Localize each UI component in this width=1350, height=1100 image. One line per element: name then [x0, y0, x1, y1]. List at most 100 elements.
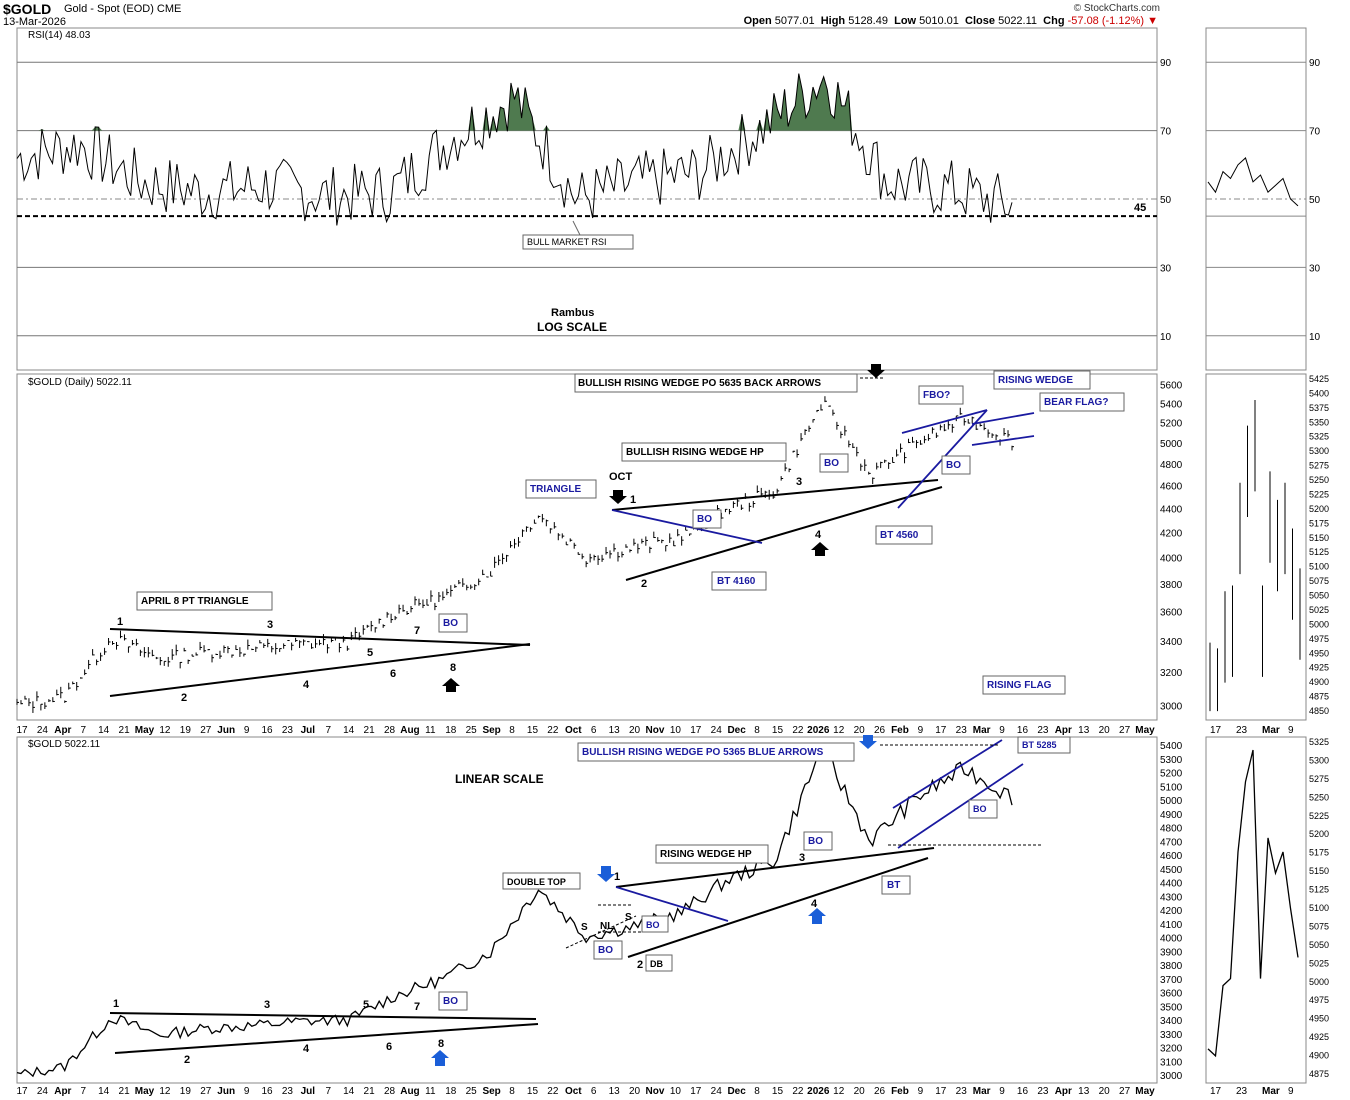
- svg-text:4: 4: [815, 529, 822, 541]
- linear-tick: 4000: [1160, 934, 1183, 945]
- triangle-text: TRIANGLE: [530, 484, 581, 495]
- lin-bt-box: [881, 875, 911, 895]
- log-zoom-tick: 5150: [1309, 533, 1329, 543]
- lin-bo-text-5: BO: [973, 804, 987, 814]
- x-axis-label: 23: [282, 1086, 294, 1097]
- x-axis-label: 23: [956, 1086, 968, 1097]
- log-zoom-tick: 4950: [1309, 648, 1329, 658]
- bo-text-2: BO: [697, 514, 712, 525]
- april-triangle-bottom: [109, 643, 531, 697]
- rsi-45-label: 45: [1134, 202, 1146, 214]
- bear-flag-box: [1039, 392, 1125, 412]
- x-axis-label: 20: [854, 1086, 866, 1097]
- log-zoom-tick: 5000: [1309, 619, 1329, 629]
- svg-text:1: 1: [614, 871, 620, 883]
- x-axis-label: 22: [547, 1086, 559, 1097]
- lin-wedge-top: [615, 847, 935, 888]
- log-tick: 3800: [1160, 580, 1183, 591]
- bull-rsi-pointer: [572, 220, 581, 236]
- bo-box-3: [819, 453, 849, 473]
- log-zoom-tick: 5275: [1309, 461, 1329, 471]
- x-axis-label: 17: [690, 725, 702, 736]
- linear-tick: 4100: [1160, 920, 1183, 931]
- x-axis-label: 20: [629, 1086, 641, 1097]
- x-axis-label: 20: [1099, 1086, 1111, 1097]
- bear-flag-bottom: [971, 435, 1035, 446]
- linear-zoom-line: [1207, 749, 1299, 1058]
- bo-box-4: [941, 455, 971, 475]
- x-axis-label: Sep: [482, 1086, 500, 1097]
- linear-trendlines: [109, 847, 935, 1054]
- x-axis-label: 12: [159, 725, 171, 736]
- linear-scale-label: LINEAR SCALE: [455, 772, 544, 786]
- rsi-zoom-tick: 10: [1309, 332, 1321, 343]
- x-axis-label: 22: [547, 725, 559, 736]
- x-axis-label: 19: [180, 1086, 192, 1097]
- bull-rsi-box: [522, 234, 634, 250]
- svg-text:3: 3: [264, 999, 270, 1011]
- log-trendlines: [109, 479, 943, 697]
- linear-zoom-tick: 5000: [1309, 977, 1329, 987]
- x-axis-label: 13: [609, 1086, 621, 1097]
- log-panel-label: $GOLD (Daily) 5022.11: [28, 377, 132, 388]
- x-axis-label: Jun: [217, 725, 235, 736]
- rising-flag-bottom: [897, 763, 1024, 849]
- rsi-tick: 70: [1160, 127, 1172, 138]
- x-axis-label: 7: [80, 725, 86, 736]
- x-axis-label: 15: [527, 1086, 539, 1097]
- x-axis-label: 9: [918, 1086, 924, 1097]
- bt4160-text: BT 4160: [717, 576, 756, 587]
- x-axis-label: Apr: [54, 725, 71, 736]
- linear-zoom-tick: 5250: [1309, 792, 1329, 802]
- x-axis: 17 24 Apr 7 14 21 May 12 19 27 Jun 9 16 23 Jul 7 14 21 28 A…: [16, 725, 1294, 1097]
- lin-bt-text: BT: [887, 880, 900, 891]
- svg-text:3: 3: [267, 619, 273, 631]
- svg-text:6: 6: [390, 668, 396, 680]
- bt4160-box: [711, 571, 767, 591]
- rsi-tick: 90: [1160, 58, 1172, 69]
- linear-tick: 5100: [1160, 782, 1183, 793]
- log-zoom-tick: 5375: [1309, 403, 1329, 413]
- svg-text:4: 4: [303, 1043, 310, 1055]
- lin-bo-text-2: BO: [808, 836, 823, 847]
- x-axis-label: 9: [918, 725, 924, 736]
- lin-nl-text: NL: [600, 921, 613, 932]
- x-axis-label: 21: [119, 725, 131, 736]
- log-tick: 3400: [1160, 637, 1183, 648]
- x-axis-label: 23: [282, 725, 294, 736]
- linear-tick: 3300: [1160, 1030, 1183, 1041]
- linear-zoom-tick: 5325: [1309, 737, 1329, 747]
- x-axis-label: 18: [445, 1086, 457, 1097]
- x-axis-label: Dec: [727, 1086, 746, 1097]
- x-axis-label: 21: [364, 725, 376, 736]
- x-axis-label: 9: [999, 725, 1005, 736]
- log-pivot-numbers: 1 2 3 4 5 6 7 8 1 2 3 4: [117, 476, 822, 704]
- bo-box-2: [692, 509, 722, 529]
- x-axis-label: Nov: [646, 725, 665, 736]
- linear-tick: 3200: [1160, 1044, 1183, 1055]
- linear-tick: 3400: [1160, 1016, 1183, 1027]
- log-zoom-tick: 5125: [1309, 547, 1329, 557]
- double-top-text: DOUBLE TOP: [507, 877, 566, 887]
- up-arrow-icon: [811, 542, 829, 556]
- zoom-series: [1207, 157, 1301, 1058]
- log-zoom-tick: 4850: [1309, 706, 1329, 716]
- x-axis-label: 28: [384, 1086, 396, 1097]
- x-axis-label: 22: [792, 1086, 804, 1097]
- x-axis-label: 15: [772, 725, 784, 736]
- linear-zoom-tick: 5050: [1309, 940, 1329, 950]
- linear-tick: 3600: [1160, 989, 1183, 1000]
- wedge-hp-box: [621, 442, 787, 462]
- log-zoom-tick: 5200: [1309, 504, 1329, 514]
- x-axis-label: 26: [874, 725, 886, 736]
- x-axis-label: 6: [591, 1086, 597, 1097]
- x-axis-label: 13: [1078, 1086, 1090, 1097]
- x-axis-label: 10: [670, 725, 682, 736]
- chart-date: 13-Mar-2026: [3, 16, 66, 28]
- triangle-top-blue: [611, 509, 763, 544]
- log-tick: 5200: [1160, 419, 1183, 430]
- log-tick: 3600: [1160, 608, 1183, 619]
- x-axis-label: Nov: [646, 1086, 665, 1097]
- rsi-zoom-line: [1207, 157, 1299, 207]
- log-zoom-tick: 4975: [1309, 634, 1329, 644]
